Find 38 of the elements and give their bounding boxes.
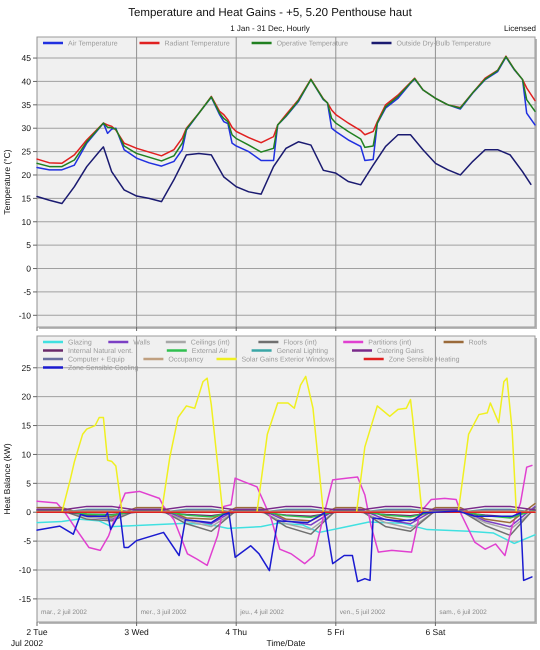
text: Jul 2002	[10, 638, 44, 648]
y-tick-label: 0	[26, 264, 32, 274]
chart-title: Temperature and Heat Gains - +5, 5.20 Penthouse haut	[128, 7, 413, 19]
y-axis-title: Heat Balance (kW)	[2, 443, 12, 515]
line-series	[36, 510, 533, 582]
y-tick-label: 40	[22, 76, 32, 86]
text: Licensed	[504, 24, 536, 33]
y-tick-label: 0	[26, 507, 32, 518]
y-tick-label: 45	[22, 53, 32, 64]
y-tick-label: -5	[23, 536, 32, 546]
y-tick-label: 35	[22, 100, 32, 110]
y-tick-label: 20	[22, 392, 32, 402]
y-tick-label: 20	[22, 170, 32, 180]
line-series	[36, 464, 533, 566]
y-axis-title: Temperature (°C)	[2, 149, 12, 215]
y-tick-label: 10	[22, 216, 32, 227]
y-tick-label: 10	[22, 449, 32, 460]
x-tick-label: 4 Thu	[225, 627, 248, 637]
y-tick-label: 5	[26, 240, 32, 250]
x-tick-label: 2 Tue	[26, 627, 48, 637]
y-tick-label: 30	[22, 123, 32, 134]
x-tick-label: 5 Fri	[327, 627, 344, 637]
y-tick-label: 15	[22, 193, 32, 204]
line-series	[36, 502, 536, 524]
x-axis-title: Time/Date	[266, 638, 306, 648]
chart-subtitle: 1 Jan - 31 Dec, Hourly	[230, 24, 310, 33]
x-tick-label: 3 Wed	[124, 627, 150, 637]
x-tick-label: 6 Sat	[425, 627, 446, 637]
line-series	[36, 518, 536, 544]
y-tick-label: -10	[18, 565, 32, 575]
line-series	[36, 134, 532, 204]
y-tick-label: -10	[18, 310, 32, 320]
y-tick-label: 15	[22, 420, 32, 431]
y-tick-label: -15	[18, 594, 32, 604]
y-tick-label: 25	[22, 362, 32, 373]
y-tick-label: 5	[26, 478, 32, 488]
y-tick-label: 25	[22, 146, 32, 157]
y-tick-label: -5	[23, 286, 32, 297]
